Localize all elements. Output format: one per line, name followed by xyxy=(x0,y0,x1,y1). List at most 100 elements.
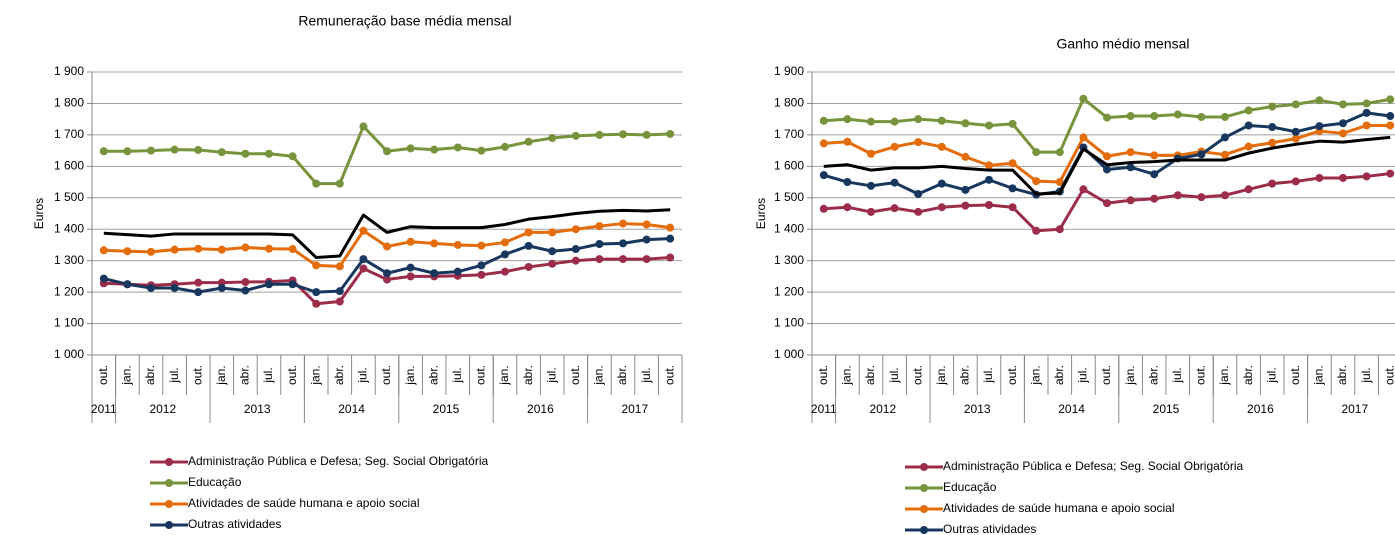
x-tick-label: jan. xyxy=(1028,365,1042,385)
data-point xyxy=(961,119,970,128)
data-point xyxy=(1126,148,1135,157)
y-tick-label: 1 600 xyxy=(54,159,84,173)
x-tick-label: abr. xyxy=(1335,365,1349,385)
y-tick-label: 1 700 xyxy=(774,127,804,141)
data-point xyxy=(312,299,321,308)
x-tick-label: jan. xyxy=(403,365,417,385)
data-point xyxy=(123,280,132,289)
data-point xyxy=(890,142,899,151)
x-tick-label: abr. xyxy=(1052,365,1066,385)
data-point xyxy=(335,297,344,306)
year-label: 2017 xyxy=(621,402,648,416)
chart-title: Remuneração base média mensal xyxy=(298,13,511,29)
data-point xyxy=(666,234,675,243)
x-tick-label: jan. xyxy=(308,365,322,385)
data-point xyxy=(1032,226,1041,235)
data-point xyxy=(961,152,970,161)
y-tick-label: 1 000 xyxy=(54,347,84,361)
legend-label: Educação xyxy=(943,480,997,494)
y-tick-label: 1 900 xyxy=(54,64,84,78)
data-point xyxy=(1339,173,1347,182)
data-point xyxy=(147,284,155,293)
data-point xyxy=(1244,121,1253,130)
x-tick-label: out. xyxy=(96,365,110,385)
year-label: 2016 xyxy=(1247,402,1274,416)
x-tick-label: jan. xyxy=(934,365,948,385)
data-point xyxy=(1103,199,1111,208)
data-point xyxy=(430,239,439,248)
data-point xyxy=(1150,194,1159,203)
data-point xyxy=(383,269,391,278)
x-tick-label: jul. xyxy=(261,367,275,383)
data-point xyxy=(1032,177,1041,186)
data-point xyxy=(867,149,875,158)
data-point xyxy=(937,179,946,188)
data-point xyxy=(1197,193,1206,202)
x-tick-label: abr. xyxy=(332,365,346,385)
data-point xyxy=(288,280,297,289)
y-tick-label: 1 700 xyxy=(54,127,84,141)
data-point xyxy=(1244,142,1253,151)
data-point xyxy=(383,242,391,251)
year-label: 2014 xyxy=(1058,402,1085,416)
x-tick-label: abr. xyxy=(426,365,440,385)
data-point xyxy=(1315,122,1324,131)
x-tick-label: jul. xyxy=(356,367,370,383)
data-point xyxy=(1315,173,1324,182)
data-point xyxy=(1221,191,1229,200)
data-point xyxy=(890,204,899,213)
x-tick-label: jan. xyxy=(1217,365,1231,385)
x-tick-label: abr. xyxy=(1241,365,1255,385)
data-point xyxy=(914,115,923,124)
data-point xyxy=(985,161,993,170)
x-tick-label: abr. xyxy=(863,365,877,385)
y-tick-label: 1 200 xyxy=(54,284,84,298)
data-point xyxy=(937,142,946,151)
data-point xyxy=(1386,112,1395,121)
data-point xyxy=(1150,151,1159,160)
data-point xyxy=(1268,123,1277,132)
x-tick-label: abr. xyxy=(1146,365,1160,385)
data-point xyxy=(1150,112,1159,121)
data-point xyxy=(1339,129,1347,138)
y-tick-label: 1 800 xyxy=(774,96,804,110)
data-point xyxy=(359,122,368,131)
data-point xyxy=(1103,165,1111,174)
data-point xyxy=(194,145,203,154)
data-point xyxy=(666,129,675,138)
x-tick-label: out. xyxy=(568,365,582,385)
data-point xyxy=(241,278,250,287)
data-point xyxy=(867,207,875,216)
data-point xyxy=(548,228,557,237)
data-point xyxy=(217,284,226,293)
data-point xyxy=(595,222,604,231)
y-tick-label: 1 600 xyxy=(774,159,804,173)
x-tick-label: jul. xyxy=(1359,367,1373,383)
legend-label: Outras atividades xyxy=(943,522,1036,535)
data-point xyxy=(524,137,533,146)
x-tick-label: out. xyxy=(474,365,488,385)
data-point xyxy=(217,245,226,254)
data-point xyxy=(914,190,923,199)
data-point xyxy=(642,130,651,139)
data-point xyxy=(1173,191,1182,200)
data-point xyxy=(1032,148,1041,157)
data-point xyxy=(1386,169,1395,178)
data-point xyxy=(194,288,203,297)
data-point xyxy=(335,262,344,271)
data-point xyxy=(1268,102,1277,111)
legend-marker xyxy=(165,521,173,529)
data-point xyxy=(843,203,852,212)
data-point xyxy=(1126,112,1135,121)
data-point xyxy=(890,117,899,126)
data-point xyxy=(359,255,368,264)
y-tick-label: 1 800 xyxy=(54,96,84,110)
data-point xyxy=(406,272,415,281)
legend-marker xyxy=(165,479,173,487)
data-point xyxy=(147,247,155,256)
data-point xyxy=(406,144,415,153)
y-tick-label: 1 000 xyxy=(774,347,804,361)
data-point xyxy=(961,185,970,194)
data-point xyxy=(1079,185,1088,194)
data-point xyxy=(288,245,297,254)
